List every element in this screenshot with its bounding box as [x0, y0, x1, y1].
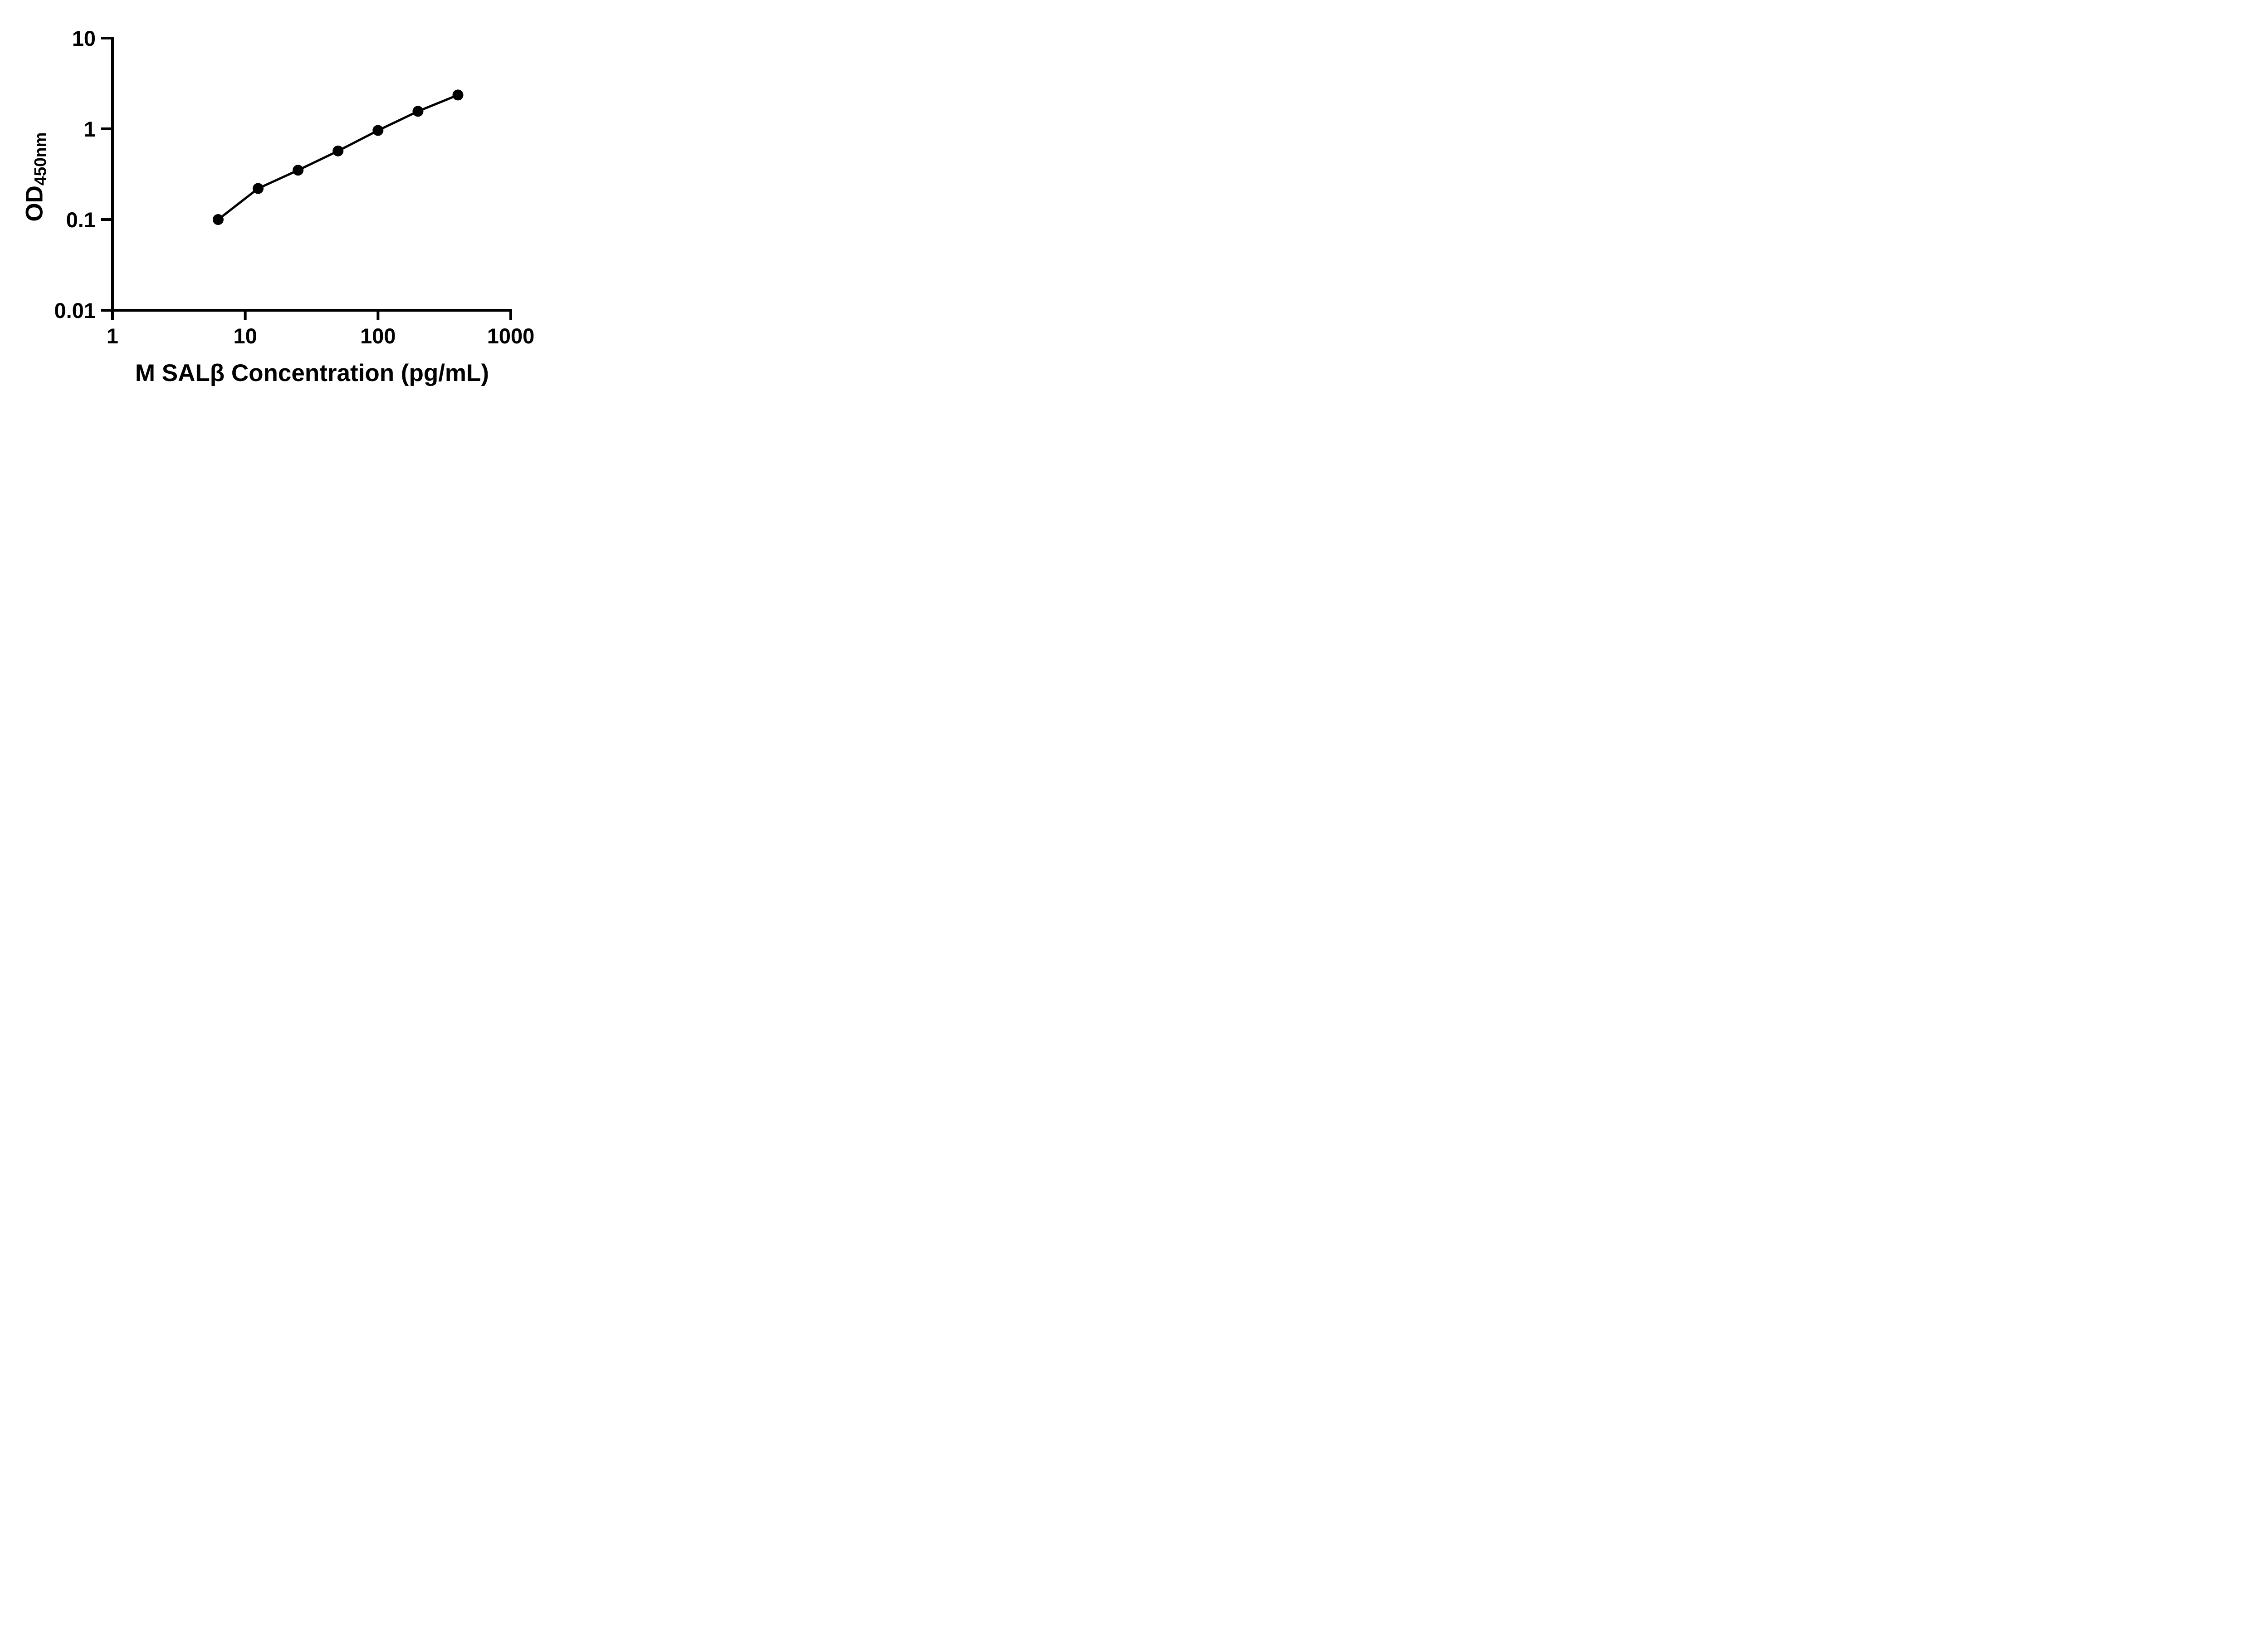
data-point — [412, 106, 424, 117]
axis-spine — [111, 37, 512, 312]
data-point — [372, 125, 384, 136]
elisa-standard-curve-figure: OD450nm M SALβ Concentration (pg/mL) 0.0… — [0, 0, 583, 408]
x-tick-label: 1 — [106, 324, 119, 348]
y-tick-label: 1 — [83, 117, 96, 141]
y-axis-title-subscript: 450nm — [30, 132, 50, 186]
y-axis-title: OD450nm — [20, 132, 50, 222]
x-tick-label: 10 — [233, 324, 257, 348]
x-axis-title: M SALβ Concentration (pg/mL) — [135, 360, 489, 386]
y-tick-label: 0.1 — [66, 207, 96, 232]
x-tick-label: 100 — [360, 324, 396, 348]
y-tick-label: 10 — [72, 26, 96, 50]
x-tick-label: 1000 — [487, 324, 535, 348]
data-point — [452, 89, 464, 101]
data-point — [253, 183, 264, 194]
y-tick-label: 0.01 — [54, 298, 96, 323]
data-point — [293, 165, 304, 176]
data-point — [332, 145, 344, 156]
plot-area — [101, 37, 512, 320]
data-point — [212, 214, 224, 225]
